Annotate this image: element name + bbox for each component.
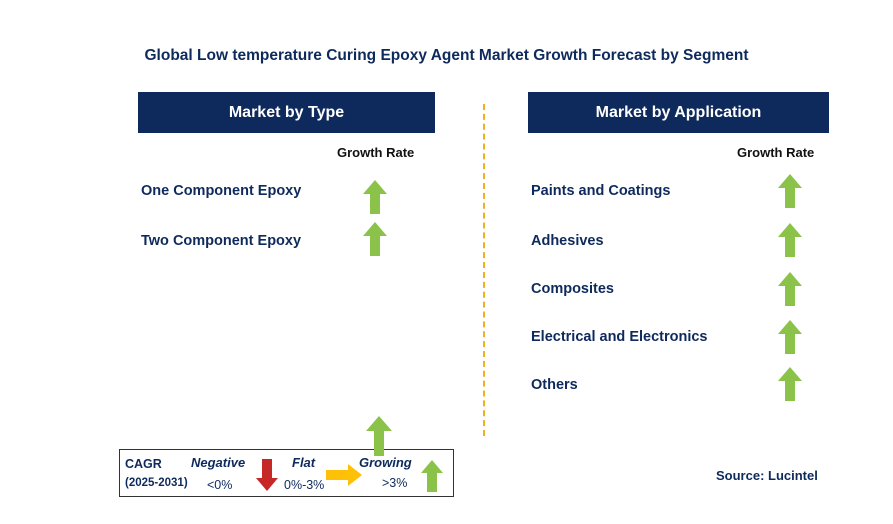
type-item-label: Two Component Epoxy [141, 233, 302, 249]
cagr-legend [119, 449, 454, 497]
application-growth-rate-label: Growth Rate [737, 145, 815, 160]
growing-arrow-icon [363, 180, 387, 214]
growing-arrow-icon [366, 416, 392, 456]
legend-growing-label: Growing [359, 455, 412, 470]
growing-arrow-icon [363, 222, 387, 256]
application-panel-header: Market by Application [528, 92, 829, 133]
growing-arrow-icon [778, 223, 802, 257]
type-growth-rate-label: Growth Rate [337, 145, 415, 160]
application-item-label: Electrical and Electronics [531, 329, 708, 345]
legend-flat-label: Flat [292, 455, 316, 470]
panel-divider [483, 104, 485, 436]
negative-arrow-icon [256, 459, 278, 491]
growing-arrow-icon [778, 367, 802, 401]
legend-negative-range: <0% [207, 478, 233, 492]
legend-cagr-label: CAGR [125, 457, 162, 471]
application-item-label: Adhesives [531, 233, 604, 249]
legend-growing-range: >3% [382, 476, 408, 490]
page-title: Global Low temperature Curing Epoxy Agen… [144, 47, 749, 64]
flat-arrow-icon [326, 464, 362, 486]
type-panel-header: Market by Type [138, 92, 435, 133]
legend-period: (2025-2031) [125, 477, 188, 489]
application-item-label: Others [531, 377, 578, 393]
application-item-label: Composites [531, 281, 614, 297]
application-item-label: Paints and Coatings [531, 183, 671, 199]
legend-flat-range: 0%-3% [284, 478, 325, 492]
growing-arrow-icon [778, 272, 802, 306]
growing-arrow-icon [778, 320, 802, 354]
type-item-label: One Component Epoxy [141, 183, 302, 199]
source-note: Source: Lucintel [716, 468, 818, 483]
growing-arrow-icon [421, 460, 443, 492]
legend-negative-label: Negative [191, 455, 246, 470]
growing-arrow-icon [778, 174, 802, 208]
